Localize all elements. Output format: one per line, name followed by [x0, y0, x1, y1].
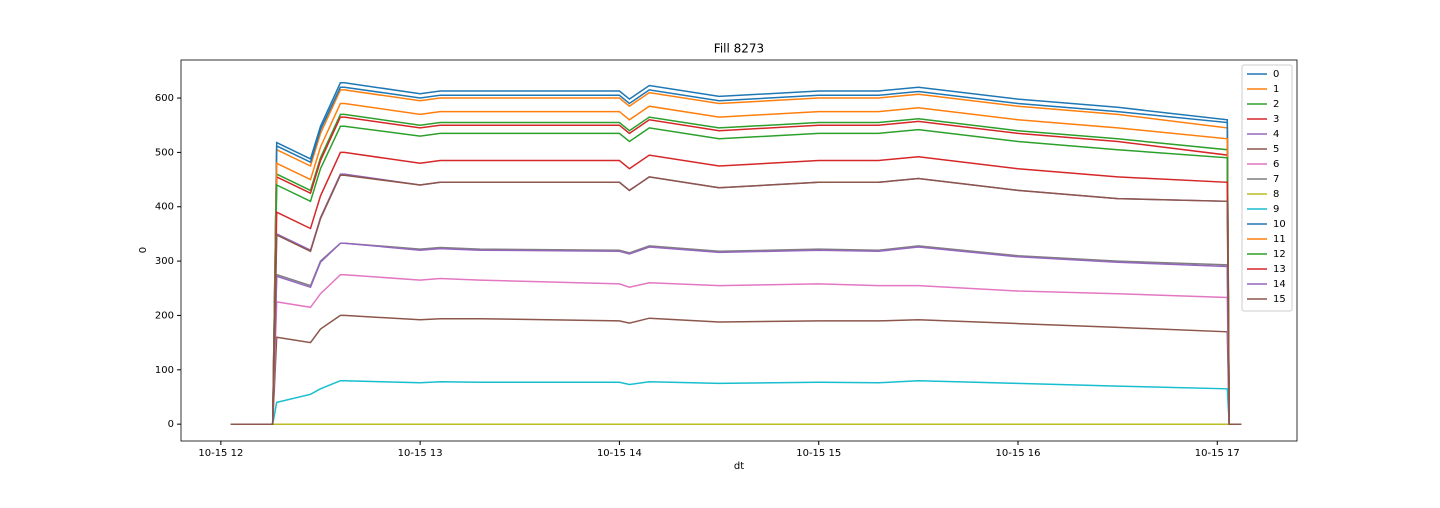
legend-label: 3 — [1273, 114, 1279, 125]
y-tick-label: 400 — [155, 202, 174, 213]
x-tick-label: 10-15 17 — [1195, 448, 1240, 459]
series-line — [230, 379, 1242, 425]
y-axis-label: 0 — [138, 247, 149, 253]
plot-area — [180, 59, 1298, 442]
series-line — [230, 273, 1242, 425]
y-tick-label: 500 — [155, 147, 174, 158]
x-tick-label: 10-15 12 — [198, 448, 243, 459]
y-tick-label: 100 — [155, 365, 174, 376]
series-line — [230, 116, 1242, 425]
series-line — [230, 125, 1242, 425]
x-tick-label: 10-15 15 — [796, 448, 841, 459]
series-line — [230, 174, 1242, 425]
x-axis-label: dt — [734, 461, 744, 472]
legend-label: 4 — [1273, 129, 1279, 140]
legend-label: 0 — [1273, 69, 1279, 80]
legend-label: 10 — [1273, 219, 1286, 230]
x-tick-label: 10-15 16 — [996, 448, 1041, 459]
legend-label: 6 — [1273, 159, 1279, 170]
series-line — [230, 113, 1242, 425]
series-line — [230, 102, 1242, 425]
legend-label: 12 — [1273, 249, 1286, 260]
legend-label: 7 — [1273, 174, 1279, 185]
series-line — [230, 173, 1242, 425]
legend-label: 2 — [1273, 99, 1279, 110]
legend-label: 5 — [1273, 144, 1279, 155]
legend-box — [1241, 64, 1293, 312]
legend-label: 14 — [1273, 279, 1286, 290]
x-tick-label: 10-15 13 — [398, 448, 443, 459]
legend-label: 11 — [1273, 234, 1286, 245]
series-line — [230, 86, 1242, 425]
y-tick-label: 200 — [155, 310, 174, 321]
legend-label: 13 — [1273, 264, 1286, 275]
series-line — [230, 242, 1242, 425]
legend-label: 15 — [1273, 294, 1286, 305]
chart-title: Fill 8273 — [714, 42, 764, 56]
legend-label: 8 — [1273, 189, 1279, 200]
series-line — [230, 314, 1242, 425]
series-line — [230, 151, 1242, 425]
y-tick-label: 600 — [155, 93, 174, 104]
series-line — [230, 89, 1242, 425]
series-line — [230, 82, 1242, 425]
legend-label: 9 — [1273, 204, 1279, 215]
legend-label: 1 — [1273, 84, 1279, 95]
y-tick-label: 300 — [155, 256, 174, 267]
series-line — [230, 242, 1242, 425]
y-tick-label: 0 — [168, 419, 174, 430]
x-tick-label: 10-15 14 — [597, 448, 642, 459]
